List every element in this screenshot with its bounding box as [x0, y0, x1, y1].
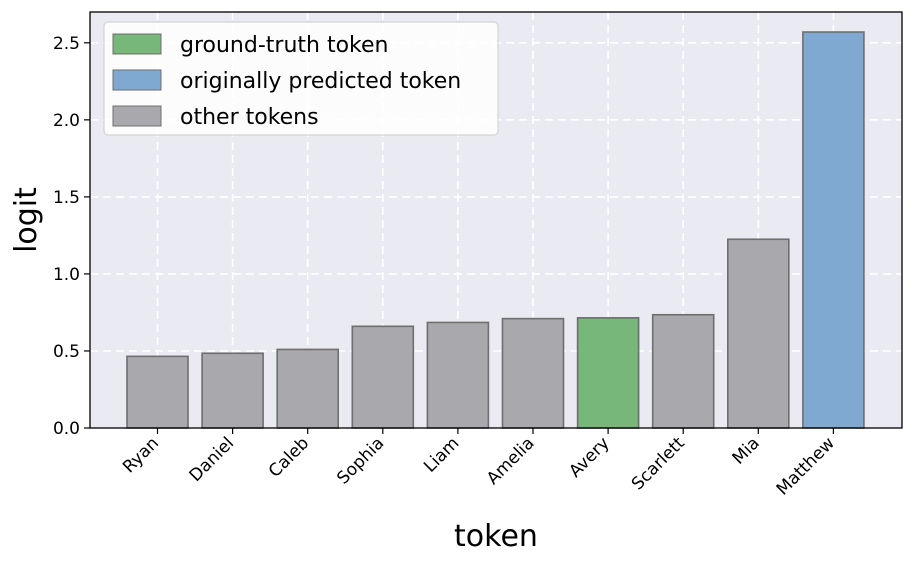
legend: ground-truth token originally predicted t…	[103, 21, 499, 136]
x-tick-label: Caleb	[265, 433, 313, 481]
bar-caleb	[276, 348, 340, 429]
legend-box	[103, 21, 499, 136]
bar-liam	[426, 321, 490, 429]
bar-daniel	[201, 352, 264, 429]
x-tick-label: Mia	[729, 433, 764, 468]
legend-swatch-predicted	[112, 69, 162, 91]
x-tick-label: Liam	[420, 433, 463, 476]
y-tick-label: 2.5	[53, 34, 80, 54]
y-tick-label: 0.5	[53, 342, 80, 362]
legend-label-other: other tokens	[180, 105, 319, 130]
x-tick-label: Avery	[565, 433, 613, 481]
x-axis-title: token	[454, 519, 538, 554]
x-tick-label: Amelia	[483, 433, 539, 489]
legend-label-predicted: originally predicted token	[180, 69, 461, 94]
y-tick-label: 1.5	[53, 188, 80, 208]
bar-scarlett	[651, 313, 715, 429]
y-tick-label: 2.0	[53, 111, 80, 131]
x-tick-label: Sophia	[333, 433, 388, 488]
bar-matthew	[802, 31, 865, 429]
bars	[126, 31, 865, 429]
bar-sophia	[351, 325, 415, 429]
legend-swatch-ground_truth	[112, 33, 162, 55]
legend-label-ground_truth: ground-truth token	[180, 33, 388, 58]
y-axis-title: logit	[9, 187, 44, 253]
x-tick-label: Daniel	[186, 433, 238, 485]
bar-avery	[576, 317, 640, 429]
y-axis-ticks: 0.0 0.5 1.0 1.5 2.0 2.5	[53, 34, 90, 439]
bar-ryan	[126, 355, 189, 429]
x-tick-label: Matthew	[773, 433, 839, 499]
x-axis-ticks: Ryan Daniel Caleb Sophia Liam Amelia Avery Scar…	[119, 428, 839, 500]
plot-frame	[89, 11, 903, 429]
x-tick-label: Scarlett	[628, 433, 689, 494]
y-tick-label: 1.0	[53, 265, 80, 285]
legend-swatch-other	[112, 105, 162, 127]
y-tick-label: 0.0	[53, 419, 80, 439]
bar-mia	[726, 238, 790, 429]
x-tick-label: Ryan	[119, 433, 163, 477]
bar-amelia	[501, 317, 565, 429]
